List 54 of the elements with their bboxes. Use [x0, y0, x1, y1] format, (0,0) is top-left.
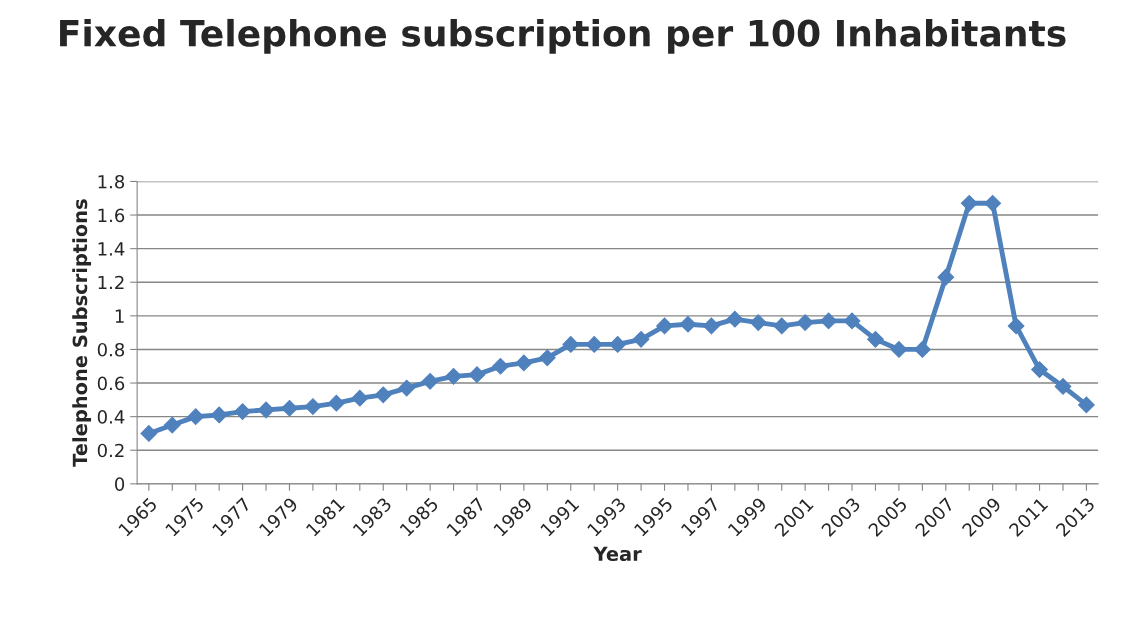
y-tick-label: 0.6 — [97, 376, 125, 391]
point — [562, 336, 580, 353]
point — [257, 401, 275, 419]
point — [492, 357, 509, 375]
point — [1078, 396, 1095, 414]
point — [656, 317, 673, 335]
y-tick-label: 1.6 — [98, 208, 125, 223]
point — [984, 194, 1002, 212]
point — [679, 315, 697, 333]
chart-title: Fixed Telephone subscription per 100 Inhabitants — [60, 18, 1066, 54]
point — [867, 330, 884, 348]
y-tick-label: 0.8 — [97, 342, 125, 357]
point — [749, 314, 767, 331]
y-tick-label: 1.8 — [98, 174, 125, 189]
point — [632, 330, 650, 348]
point — [187, 408, 205, 426]
point — [937, 268, 955, 286]
point — [327, 394, 345, 412]
point — [163, 416, 181, 434]
point — [726, 310, 744, 328]
point — [234, 403, 251, 420]
point — [351, 389, 369, 407]
point — [703, 317, 720, 335]
point — [515, 354, 533, 372]
point — [843, 312, 861, 330]
point — [1007, 317, 1025, 335]
y-tick-label: 1.4 — [98, 242, 125, 256]
point — [374, 386, 392, 404]
x-axis-title: Year — [593, 546, 642, 562]
point — [421, 372, 439, 390]
y-tick-label: 0.2 — [97, 443, 124, 458]
point — [773, 317, 791, 335]
point — [281, 399, 298, 417]
point — [445, 367, 462, 385]
point — [398, 379, 416, 397]
point — [468, 366, 486, 384]
point — [796, 314, 814, 331]
y-axis-title: Telephone Subscriptions — [72, 199, 92, 467]
point — [890, 341, 908, 358]
point — [585, 336, 603, 353]
point — [538, 349, 556, 367]
y-tick-label: 0 — [115, 477, 125, 491]
point — [1031, 361, 1048, 378]
point — [609, 336, 627, 353]
point — [140, 425, 158, 442]
point — [210, 406, 228, 424]
point — [960, 194, 978, 212]
y-tick-label: 0.4 — [97, 410, 125, 424]
y-tick-label: 1 — [115, 309, 124, 323]
point — [820, 312, 837, 330]
point — [913, 341, 931, 358]
point — [1054, 378, 1072, 395]
point — [304, 398, 322, 415]
y-tick-label: 1.2 — [98, 275, 124, 290]
